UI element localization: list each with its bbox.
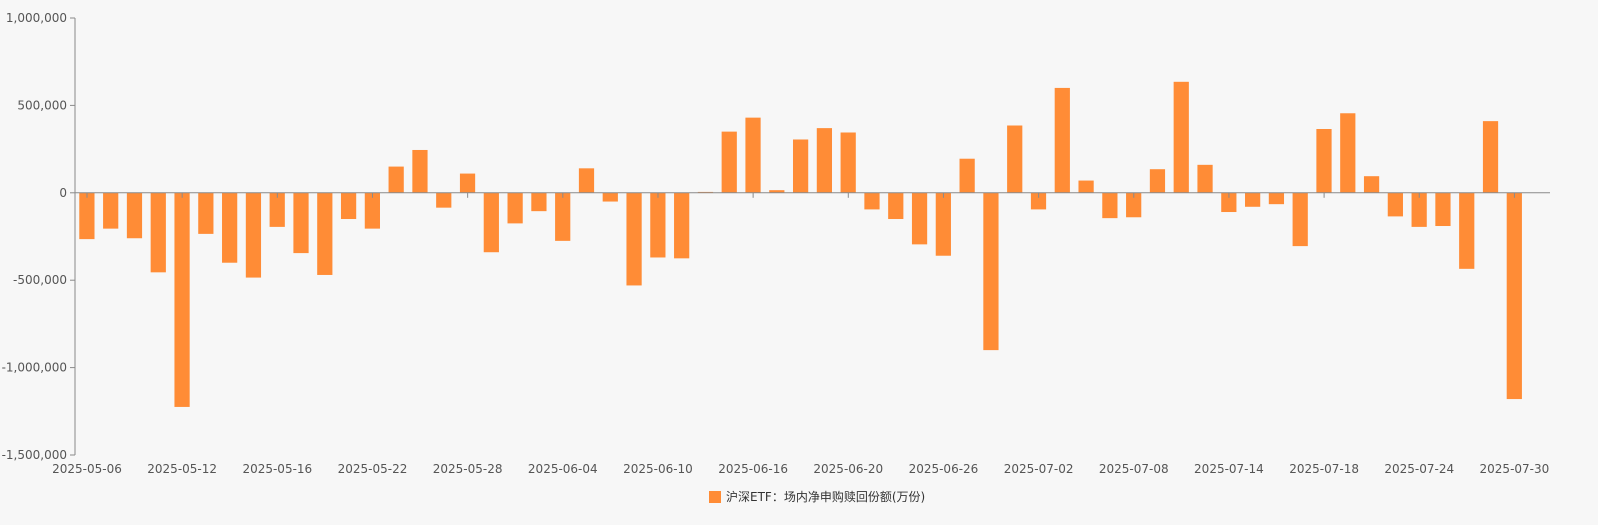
x-tick-label: 2025-07-14 <box>1194 462 1264 476</box>
bar <box>959 158 975 193</box>
bar <box>1007 125 1023 193</box>
x-tick-label: 2025-07-08 <box>1099 462 1169 476</box>
x-tick-label: 2025-05-16 <box>242 462 312 476</box>
bar <box>1316 128 1332 193</box>
bar <box>578 168 595 193</box>
x-tick-label: 2025-07-02 <box>1004 462 1074 476</box>
bar <box>721 131 737 193</box>
x-tick-label: 2025-07-24 <box>1384 462 1454 476</box>
x-tick-label: 2025-06-20 <box>813 462 883 476</box>
x-tick-label: 2025-05-22 <box>338 462 408 476</box>
bar <box>911 192 928 245</box>
x-tick-label: 2025-06-16 <box>718 462 788 476</box>
bar <box>459 173 476 193</box>
bar <box>935 192 951 256</box>
bar <box>436 192 452 208</box>
x-tick-label: 2025-05-06 <box>52 462 122 476</box>
legend-label[interactable]: 沪深ETF：场内净申购赎回份额(万份) <box>726 489 925 504</box>
bar <box>531 192 547 212</box>
bar <box>1078 180 1094 193</box>
bar <box>1387 192 1403 217</box>
y-tick-label: -1,500,000 <box>2 448 67 462</box>
bar <box>792 139 809 193</box>
y-tick-label: 500,000 <box>17 98 67 112</box>
bar <box>364 192 380 229</box>
y-tick-label: 1,000,000 <box>6 11 67 25</box>
bar <box>769 190 785 193</box>
bar <box>1173 81 1189 193</box>
bar <box>174 192 190 407</box>
bar <box>507 192 523 224</box>
x-tick-label: 2025-06-10 <box>623 462 693 476</box>
bars <box>79 81 1522 407</box>
bar <box>1054 87 1070 193</box>
bar <box>1030 192 1047 210</box>
bar <box>840 132 856 193</box>
bar <box>1245 192 1261 207</box>
bar <box>1482 121 1499 193</box>
legend-swatch[interactable] <box>709 491 721 503</box>
x-axis: 2025-05-06 2025-05-12 2025-05-16 2025-05-22… <box>52 192 1550 476</box>
bar <box>269 192 285 227</box>
bar <box>1363 176 1380 193</box>
bar <box>674 192 690 259</box>
x-tick-label: 2025-05-28 <box>433 462 503 476</box>
bar <box>222 192 238 263</box>
bar <box>1197 164 1213 193</box>
bar <box>483 192 499 253</box>
bar <box>1268 192 1285 205</box>
bar <box>745 117 761 193</box>
bar <box>1221 192 1237 213</box>
bar <box>1459 192 1475 269</box>
y-axis: 1,000,000 500,000 0 -500,000 -1,000,000 -1,50… <box>2 11 76 462</box>
bar <box>555 192 571 241</box>
bar <box>150 192 166 273</box>
bar <box>79 192 95 240</box>
x-tick-label: 2025-06-04 <box>528 462 598 476</box>
y-tick-label: 0 <box>59 186 67 200</box>
bar <box>198 192 214 234</box>
bar <box>293 192 309 254</box>
x-tick-label: 2025-05-12 <box>147 462 217 476</box>
bar <box>1102 192 1118 219</box>
bar <box>126 192 143 239</box>
bar <box>1435 192 1451 227</box>
bar <box>888 192 904 220</box>
x-tick-label: 2025-06-26 <box>909 462 979 476</box>
bar <box>816 128 833 193</box>
bar <box>602 192 618 202</box>
y-tick-label: -1,000,000 <box>2 361 67 375</box>
bar <box>1506 192 1522 400</box>
bar <box>1149 169 1166 193</box>
x-tick-label: 2025-07-18 <box>1289 462 1359 476</box>
bar <box>650 192 666 258</box>
legend[interactable]: 沪深ETF：场内净申购赎回份额(万份) <box>709 489 925 504</box>
bar <box>1292 192 1308 247</box>
bar <box>1340 113 1356 193</box>
bar <box>1411 192 1427 227</box>
bar <box>412 149 428 193</box>
bar <box>317 192 333 275</box>
x-tick-label: 2025-07-30 <box>1480 462 1550 476</box>
y-tick-label: -500,000 <box>13 273 67 287</box>
bar <box>983 192 999 351</box>
bar <box>626 192 642 286</box>
bar <box>864 192 880 210</box>
bar <box>1126 192 1142 218</box>
bar <box>245 192 262 278</box>
bar <box>340 192 357 220</box>
bar <box>388 166 404 193</box>
bar <box>103 192 119 229</box>
